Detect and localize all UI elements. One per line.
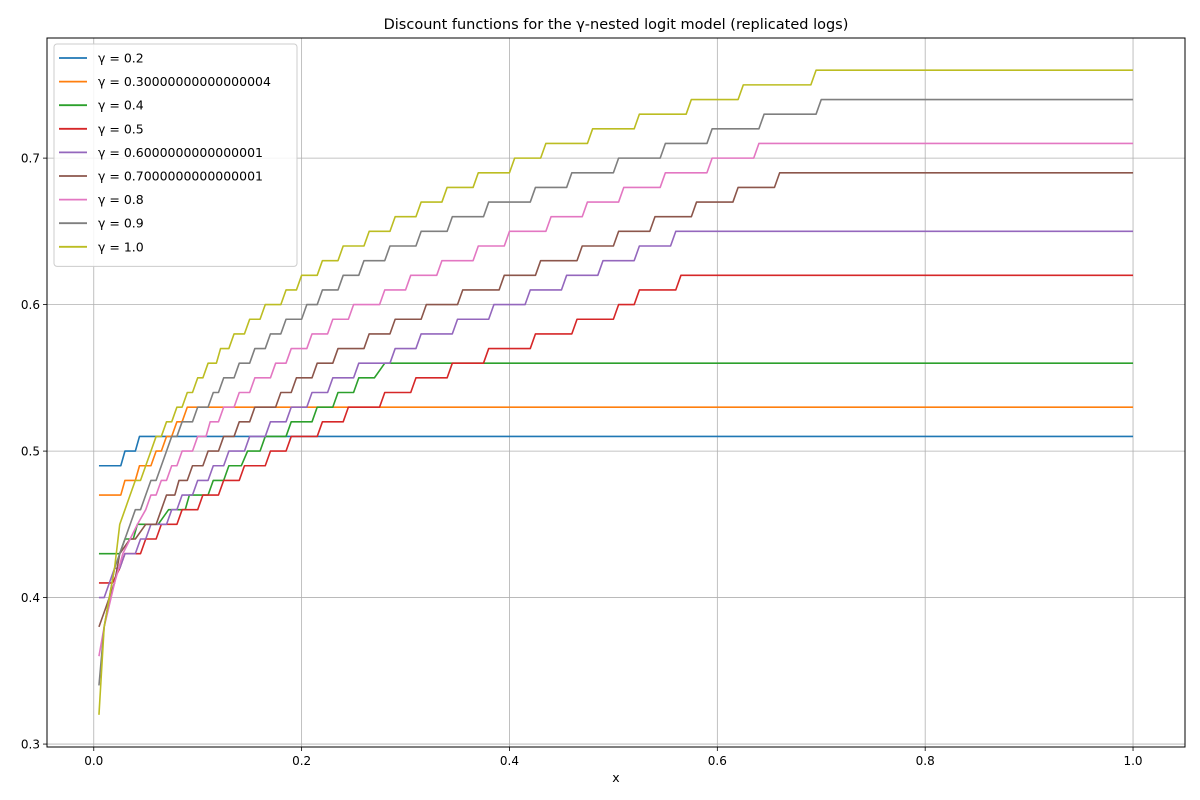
x-axis: 0.0 0.2 0.4 0.6 0.8 1.0 bbox=[84, 747, 1143, 768]
legend: γ = 0.2 γ = 0.30000000000000004 γ = 0.4 γ =… bbox=[53, 43, 298, 267]
legend-label-9: γ = 1.0 bbox=[98, 239, 144, 254]
series-line-9 bbox=[98, 69, 1134, 715]
y-tick-label: 0.6 bbox=[21, 298, 40, 312]
legend-label-6: γ = 0.7000000000000001 bbox=[98, 169, 263, 184]
legend-label-8: γ = 0.9 bbox=[98, 216, 144, 231]
x-axis-label: x bbox=[612, 770, 619, 785]
legend-box bbox=[53, 43, 298, 267]
series-layer bbox=[98, 69, 1134, 715]
x-tick-label: 0.6 bbox=[708, 754, 727, 768]
legend-label-4: γ = 0.5 bbox=[98, 121, 144, 136]
y-tick-label: 0.3 bbox=[21, 738, 40, 752]
legend-label-1: γ = 0.2 bbox=[98, 51, 144, 66]
y-tick-label: 0.7 bbox=[21, 152, 40, 166]
y-axis: 0.3 0.4 0.5 0.6 0.7 bbox=[21, 152, 47, 752]
legend-label-2: γ = 0.30000000000000004 bbox=[98, 74, 271, 89]
series-line-6 bbox=[98, 171, 1134, 628]
x-tick-label: 0.8 bbox=[916, 754, 935, 768]
legend-label-7: γ = 0.8 bbox=[98, 192, 144, 207]
legend-label-3: γ = 0.4 bbox=[98, 98, 144, 113]
y-tick-label: 0.5 bbox=[21, 445, 40, 459]
chart-title: Discount functions for the γ-nested logi… bbox=[384, 17, 849, 33]
legend-label-5: γ = 0.6000000000000001 bbox=[98, 145, 263, 160]
x-tick-label: 0.0 bbox=[84, 754, 103, 768]
series-line-8 bbox=[98, 98, 1134, 686]
plot-frame bbox=[46, 37, 1186, 748]
x-tick-label: 0.2 bbox=[292, 754, 311, 768]
x-tick-label: 1.0 bbox=[1123, 754, 1142, 768]
y-tick-label: 0.4 bbox=[21, 591, 40, 605]
x-tick-label: 0.4 bbox=[500, 754, 519, 768]
series-line-7 bbox=[98, 142, 1134, 657]
series-line-2 bbox=[98, 406, 1134, 496]
